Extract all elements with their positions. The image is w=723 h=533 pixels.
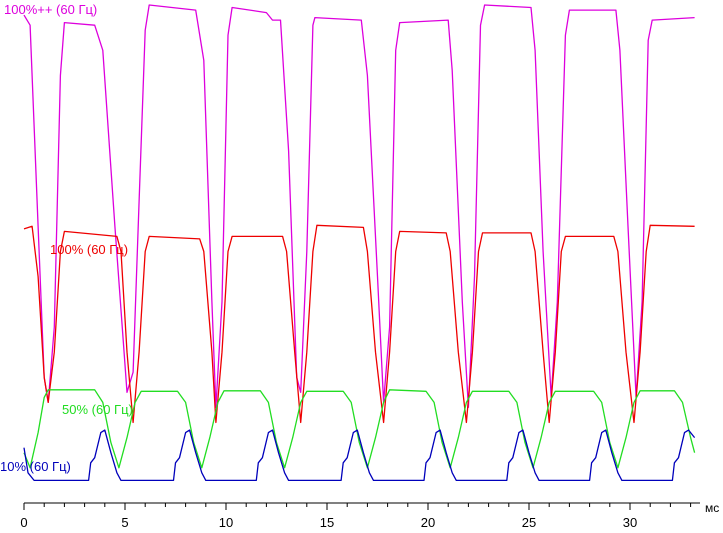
x-axis: 0 5 10 15 20 25 30 [20, 502, 700, 530]
x-tick-label: 10 [219, 515, 233, 530]
series-line-3 [23, 389, 696, 469]
series-line-4 [23, 429, 696, 482]
series-label-3: 50% (60 Гц) [62, 402, 133, 417]
x-tick-label: 20 [421, 515, 435, 530]
series-labels: 100%++ (60 Гц) 100% (60 Гц) 50% (60 Гц) 10%… [0, 2, 133, 474]
x-tick-label: 25 [522, 515, 536, 530]
x-tick-label: 30 [623, 515, 637, 530]
x-axis-unit-label: мс [705, 501, 719, 515]
series-line-1 [23, 4, 695, 409]
x-tick-label: 0 [20, 515, 27, 530]
series-line-2 [23, 224, 695, 424]
series-label-4: 10% (60 Гц) [0, 459, 71, 474]
series-label-1: 100%++ (60 Гц) [4, 2, 97, 17]
x-tick-label: 5 [121, 515, 128, 530]
x-tick-label: 15 [320, 515, 334, 530]
series-label-2: 100% (60 Гц) [50, 242, 128, 257]
series-layer [23, 4, 696, 482]
